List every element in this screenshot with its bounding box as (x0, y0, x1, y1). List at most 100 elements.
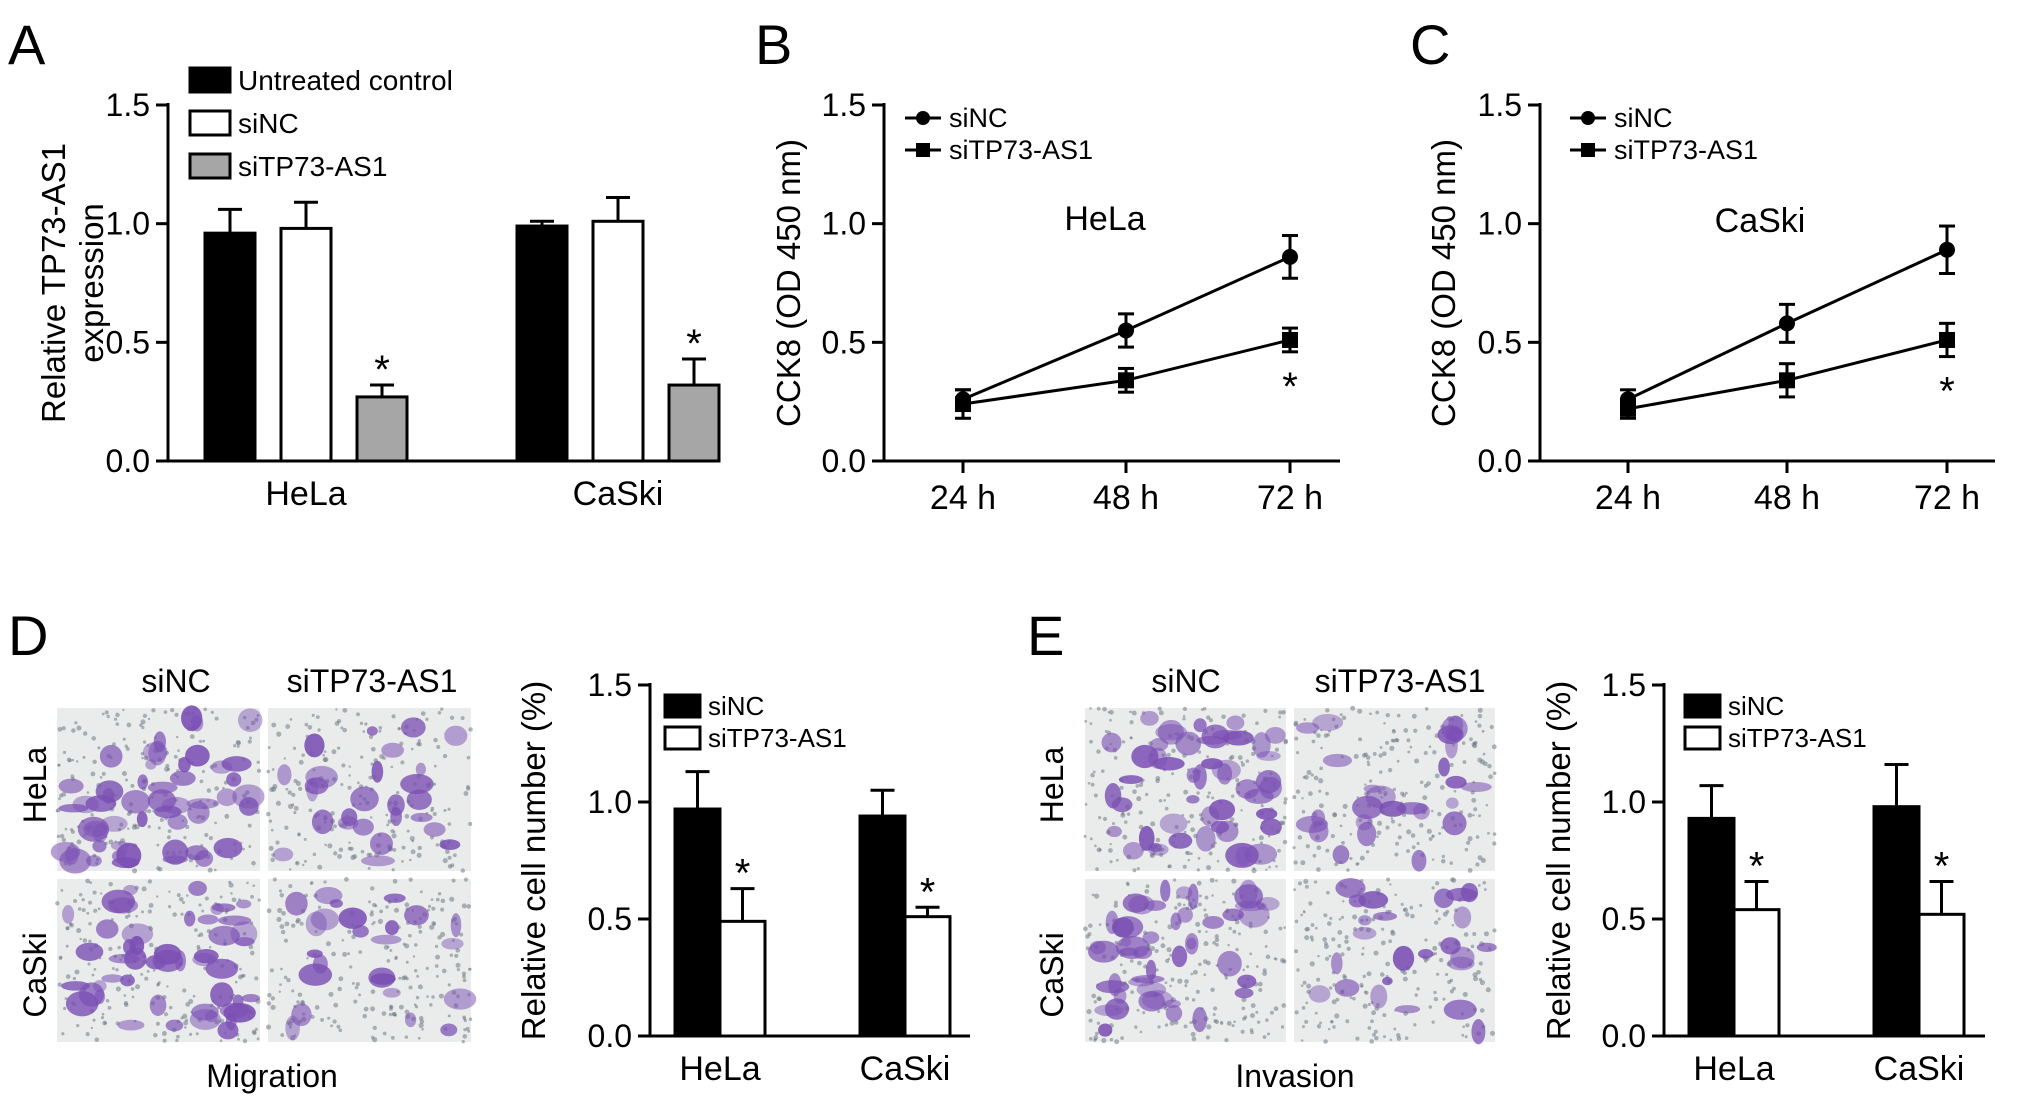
stained-cell (197, 914, 219, 925)
pore-dot (1327, 1027, 1331, 1031)
pore-dot (296, 1000, 300, 1004)
micrograph-grid (50, 705, 477, 1044)
pore-dot (228, 882, 234, 888)
pore-dot (1492, 771, 1497, 775)
pore-dot (1196, 880, 1202, 886)
pore-dot (236, 744, 240, 748)
pore-dot (87, 900, 93, 905)
pore-dot (1388, 939, 1393, 944)
pore-dot (1088, 1018, 1093, 1023)
pore-dot (71, 728, 76, 733)
pore-dot (256, 1037, 260, 1041)
pore-dot (1275, 865, 1278, 868)
pore-dot (349, 846, 354, 851)
pore-dot (1241, 997, 1247, 1003)
pore-dot (1233, 1020, 1236, 1024)
pore-dot (1205, 930, 1208, 934)
pore-dot (1164, 806, 1169, 811)
pore-dot (1323, 733, 1329, 738)
pore-dot (1265, 954, 1271, 960)
pore-dot (417, 845, 422, 851)
pore-dot (367, 866, 371, 870)
pore-dot (297, 992, 303, 997)
pore-dot (1482, 880, 1487, 885)
pore-dot (1256, 1020, 1261, 1024)
pore-dot (1262, 1035, 1267, 1039)
pore-dot (1395, 841, 1400, 846)
pore-dot (1373, 1029, 1378, 1034)
pore-dot (62, 750, 67, 755)
pore-dot (267, 746, 271, 749)
pore-dot (306, 957, 309, 960)
legend-label: siTP73-AS1 (238, 151, 387, 182)
pore-dot (1360, 984, 1364, 988)
pore-dot (1334, 724, 1339, 729)
pore-dot (1094, 1037, 1097, 1041)
micrograph-row-label: HeLa (1034, 747, 1070, 824)
pore-dot (386, 945, 390, 949)
pore-dot (266, 908, 272, 914)
pore-dot (1231, 878, 1237, 884)
pore-dot (369, 912, 374, 917)
pore-dot (1406, 829, 1412, 835)
stained-cell (148, 740, 167, 766)
chart-title: HeLa (1064, 200, 1145, 238)
pore-dot (59, 955, 63, 959)
pore-dot (1379, 745, 1383, 749)
pore-dot (1094, 844, 1097, 848)
pore-dot (157, 826, 161, 830)
pore-dot (1142, 1011, 1146, 1015)
pore-dot (141, 910, 145, 914)
stained-cell (123, 884, 138, 895)
pore-dot (1203, 908, 1207, 912)
stained-cell (277, 764, 292, 786)
pore-dot (1274, 957, 1278, 961)
pore-dot (283, 938, 289, 943)
pore-dot (1431, 858, 1435, 861)
pore-dot (100, 892, 103, 895)
pore-dot (1439, 785, 1445, 790)
pore-dot (292, 746, 297, 750)
pore-dot (1192, 969, 1198, 975)
pore-dot (65, 974, 71, 979)
pore-dot (162, 1038, 167, 1043)
legend-marker (916, 143, 930, 157)
pore-dot (1435, 881, 1440, 886)
pore-dot (297, 786, 303, 791)
pore-dot (1483, 888, 1487, 891)
pore-dot (1240, 809, 1243, 812)
stained-cell (117, 1019, 145, 1031)
stained-cell (401, 717, 426, 738)
stained-cell (1222, 908, 1244, 922)
pore-dot (1413, 728, 1418, 733)
pore-dot (1205, 865, 1212, 871)
pore-dot (347, 929, 352, 934)
pore-dot (167, 829, 172, 834)
pore-dot (202, 770, 206, 774)
pore-dot (390, 1035, 395, 1040)
stained-cell (205, 958, 239, 979)
pore-dot (379, 909, 384, 914)
stained-cell (350, 786, 379, 812)
data-point (1282, 248, 1298, 265)
y-tick-label: 1.5 (822, 87, 866, 123)
pore-dot (1278, 926, 1283, 931)
pore-dot (468, 1017, 473, 1021)
pore-dot (413, 1003, 417, 1006)
pore-dot (1300, 860, 1306, 866)
pore-dot (385, 905, 389, 909)
stained-cell (92, 980, 107, 992)
pore-dot (1191, 998, 1196, 1002)
pore-dot (219, 895, 223, 899)
pore-dot (123, 994, 127, 997)
pore-dot (76, 839, 82, 845)
micrograph-row-label: CaSki (1034, 932, 1070, 1017)
pore-dot (1424, 959, 1428, 963)
pore-dot (192, 994, 196, 998)
pore-dot (1366, 760, 1370, 764)
pore-dot (404, 1009, 410, 1015)
pore-dot (1451, 877, 1457, 883)
stained-cell (1476, 942, 1497, 953)
pore-dot (1089, 837, 1093, 841)
pore-dot (1470, 944, 1475, 949)
